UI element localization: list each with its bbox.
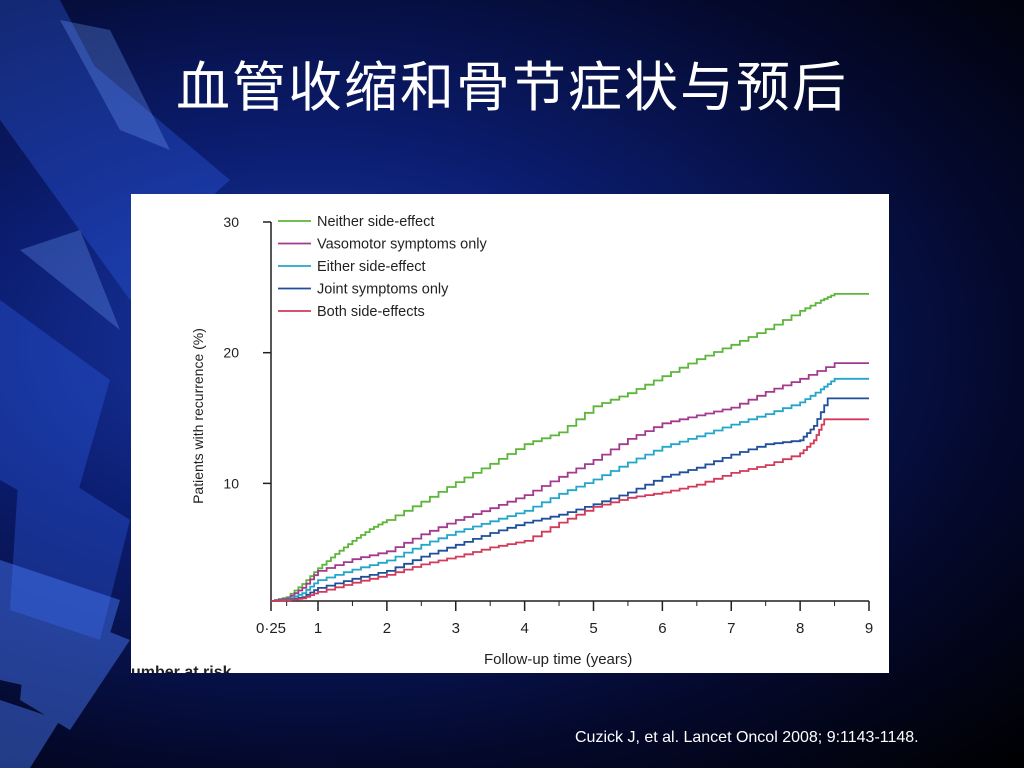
series-line-2	[271, 377, 869, 602]
legend-label: Neither side-effect	[317, 214, 434, 230]
y-axis-title: Patients with recurrence (%)	[190, 328, 206, 504]
recurrence-chart: 10 20 30 0·25 1 2 3 4 5 6 7 8 9 Neither side-effect…	[131, 214, 873, 673]
chart-axes	[270, 222, 869, 602]
x-tick-label: 0·25	[256, 620, 286, 637]
legend-label: Vasomotor symptoms only	[317, 237, 488, 253]
x-tick-label: 6	[658, 620, 666, 637]
x-tick-label: 8	[796, 620, 804, 637]
chart-panel: 10 20 30 0·25 1 2 3 4 5 6 7 8 9 Neither side-effect…	[131, 194, 889, 673]
x-tick-label: 3	[452, 620, 460, 637]
x-tick-label: 9	[865, 620, 873, 637]
series-line-1	[271, 362, 869, 602]
x-axis-title: Follow-up time (years)	[484, 651, 632, 668]
x-tick-label: 7	[727, 620, 735, 637]
x-tick-label: 5	[589, 620, 597, 637]
y-ticks: 10 20 30	[223, 214, 271, 491]
slide-title: 血管收缩和骨节症状与预后	[176, 56, 848, 119]
number-at-risk-label: umber at risk	[131, 664, 232, 673]
legend-label: Joint symptoms only	[317, 282, 449, 298]
y-tick-label: 10	[223, 475, 239, 491]
chart-legend: Neither side-effect Vasomotor symptoms on…	[278, 214, 488, 320]
series-line-0	[271, 293, 869, 602]
x-ticks: 0·25 1 2 3 4 5 6 7 8 9	[256, 601, 873, 637]
x-tick-label: 2	[383, 620, 391, 637]
y-tick-label: 20	[223, 345, 239, 361]
legend-label: Either side-effect	[317, 259, 426, 275]
x-tick-label: 1	[314, 620, 322, 637]
x-tick-label: 4	[520, 620, 528, 637]
legend-label: Both side-effects	[317, 304, 425, 320]
citation: Cuzick J, et al. Lancet Oncol 2008; 9:11…	[575, 729, 919, 746]
series-lines	[271, 293, 869, 602]
series-line-3	[271, 397, 869, 602]
series-line-4	[271, 418, 869, 602]
y-tick-label: 30	[223, 214, 239, 230]
